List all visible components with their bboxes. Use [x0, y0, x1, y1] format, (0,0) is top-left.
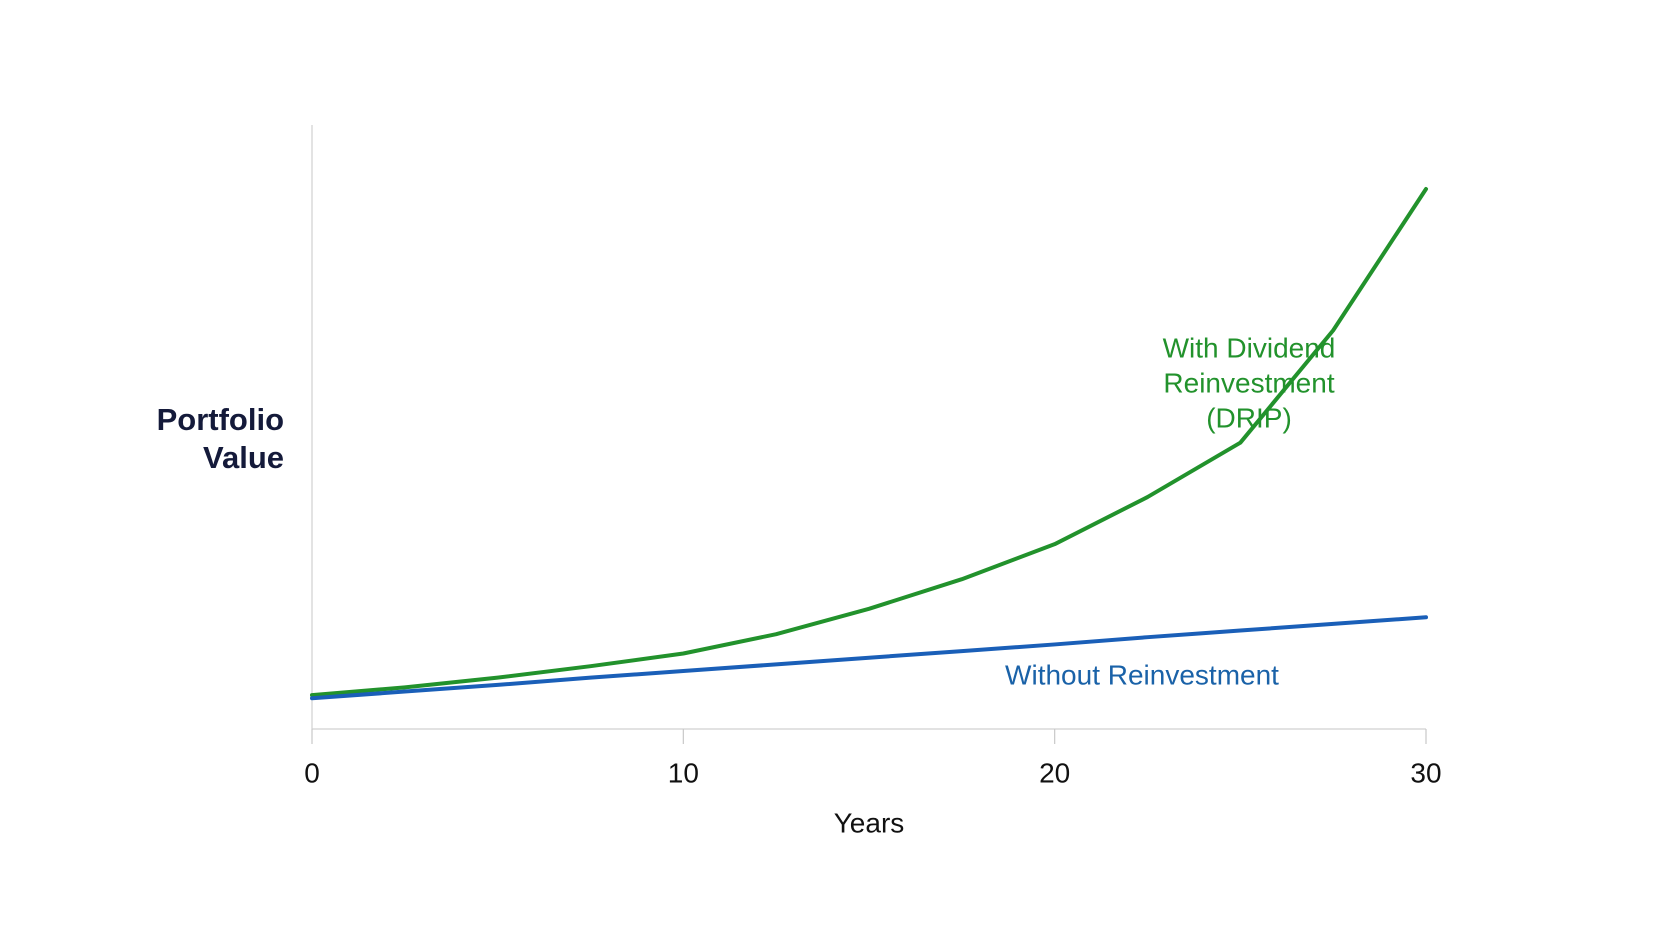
x-tick-label: 0 — [304, 757, 320, 788]
annotation: (DRIP) — [1206, 402, 1292, 433]
annotation: With Dividend — [1163, 332, 1336, 363]
x-axis-label: Years — [834, 807, 905, 838]
x-tick-label: 30 — [1410, 757, 1441, 788]
x-tick-label: 10 — [668, 757, 699, 788]
series-line — [310, 615, 1428, 701]
y-axis-label: Value — [203, 440, 284, 475]
annotation: Without Reinvestment — [1005, 659, 1279, 690]
series-line — [310, 187, 1428, 698]
y-axis-label: Portfolio — [157, 402, 284, 437]
x-tick-label: 20 — [1039, 757, 1070, 788]
annotation: Reinvestment — [1163, 367, 1334, 398]
